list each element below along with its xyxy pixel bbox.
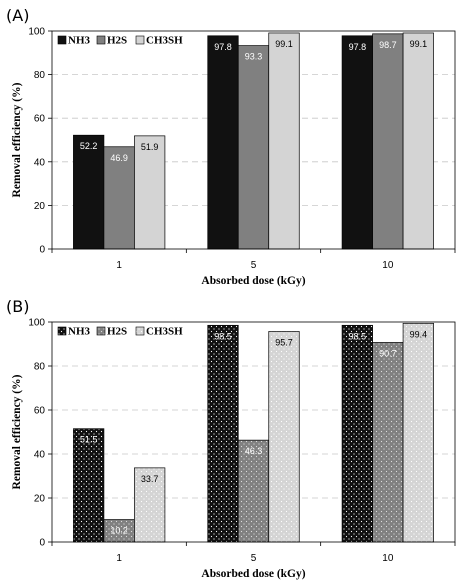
y-axis-title: Removal efficiency (%) (11, 82, 23, 197)
chart-panel-b: (B) 0 20 40 60 80 100 51.5 98.5 98.5 10.2 46.3 90.7 3… (6, 297, 456, 580)
data-label: 97.8 (349, 42, 367, 52)
data-label: 46.3 (245, 446, 263, 456)
legend-label: H2S (107, 35, 127, 47)
data-label: 51.9 (141, 142, 159, 152)
x-tick-label: 10 (382, 553, 394, 564)
data-label: 97.8 (214, 42, 232, 52)
y-tick-label: 100 (28, 27, 45, 38)
legend-swatch (135, 35, 145, 45)
panel-label: (B) (6, 297, 29, 316)
legend-label: NH3 (68, 326, 91, 338)
data-label: 46.9 (110, 153, 128, 163)
legend-swatch (96, 326, 106, 336)
legend-label: CH3SH (146, 35, 183, 47)
y-tick-label: 0 (39, 245, 45, 256)
x-tick-label: 5 (251, 553, 257, 564)
chart-panel-a: (A) 0 20 40 60 80 100 52.2 97.8 97.8 46.9 93.3 98.7 5… (6, 6, 456, 287)
x-axis-title: Absorbed dose (kGy) (201, 275, 305, 287)
legend-swatch (96, 35, 106, 45)
data-label: 33.7 (141, 474, 159, 484)
y-tick-label: 60 (34, 114, 46, 125)
bar (402, 322, 434, 543)
bar (73, 428, 105, 543)
bar (372, 342, 404, 543)
data-label: 98.7 (379, 40, 397, 50)
y-tick-label: 20 (34, 201, 46, 212)
legend-label: CH3SH (146, 326, 183, 338)
y-tick-label: 100 (28, 318, 45, 329)
bar (402, 32, 434, 250)
y-tick-label: 80 (34, 70, 46, 81)
x-tick-label: 1 (116, 260, 122, 271)
data-label: 98.5 (214, 331, 232, 341)
legend-swatch (57, 35, 67, 45)
bar (341, 324, 373, 543)
bar (73, 134, 105, 250)
data-label: 93.3 (245, 52, 263, 62)
x-axis-title: Absorbed dose (kGy) (201, 568, 305, 580)
y-tick-label: 80 (34, 362, 46, 373)
x-tick-label: 1 (116, 553, 122, 564)
y-tick-label: 0 (39, 538, 45, 549)
data-label: 52.2 (80, 141, 98, 151)
bar (372, 33, 404, 250)
bar (268, 331, 300, 543)
bar (207, 324, 239, 543)
bar (341, 35, 373, 250)
bar (134, 135, 166, 250)
plot-frame (51, 321, 456, 543)
legend-swatch (135, 326, 145, 336)
y-tick-label: 60 (34, 406, 46, 417)
y-tick-label: 40 (34, 450, 46, 461)
x-tick-label: 10 (382, 260, 394, 271)
bar (134, 467, 166, 543)
data-label: 90.7 (379, 348, 397, 358)
bar (237, 45, 270, 250)
data-label: 98.5 (349, 331, 367, 341)
y-tick-label: 20 (34, 494, 46, 505)
data-label: 99.1 (410, 39, 428, 49)
legend-swatch (57, 326, 67, 336)
legend-label: NH3 (68, 35, 91, 47)
y-tick-label: 40 (34, 157, 46, 168)
bar (207, 35, 239, 250)
data-label: 99.4 (410, 329, 428, 339)
legend-label: H2S (107, 326, 127, 338)
plot-frame (51, 30, 456, 250)
data-label: 10.2 (110, 526, 128, 536)
x-tick-label: 5 (251, 260, 257, 271)
data-label: 51.5 (80, 435, 98, 445)
bar (103, 146, 135, 250)
bar (268, 32, 300, 250)
data-label: 95.7 (275, 337, 293, 347)
y-axis-title: Removal efficiency (%) (11, 374, 23, 489)
panel-label: (A) (6, 6, 29, 25)
data-label: 99.1 (275, 39, 293, 49)
